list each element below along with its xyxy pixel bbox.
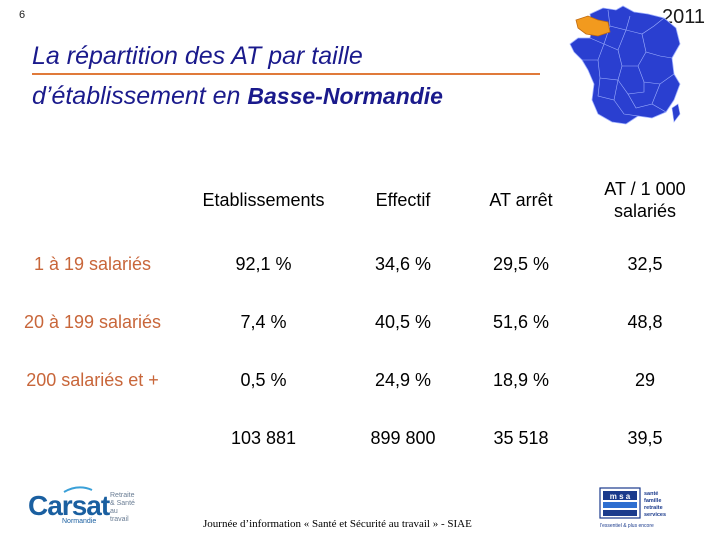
slide-number: 6 — [19, 9, 26, 21]
title-line-2-prefix: d’établissement en — [32, 82, 248, 110]
table-cell: 34,6 % — [374, 253, 432, 274]
title-underline — [32, 73, 540, 75]
table-header-row: Etablissements Effectif AT arrêt AT / 1 … — [0, 165, 712, 235]
carsat-region: Normandie — [62, 518, 97, 525]
msa-logo: m s a santé famille retraite services l'… — [599, 487, 666, 529]
carsat-side-text: Retraite & Santé au travail — [110, 492, 138, 524]
row-label: 20 à 199 salariés — [23, 311, 162, 332]
carsat-side-line: & Santé — [110, 500, 135, 507]
page-title: La répartition des AT par taille d’établ… — [32, 38, 592, 114]
row-label: 200 salariés et + — [26, 369, 159, 390]
table-cell: 32,5 — [627, 253, 663, 274]
table-cell: 103 881 — [230, 427, 297, 448]
carsat-name: Carsat — [28, 490, 110, 521]
title-line-2: d’établissement en Basse-Normandie — [32, 78, 592, 114]
carsat-logo: Carsat Normandie Retraite & Santé au tra… — [28, 486, 138, 530]
table-header-cell — [0, 165, 185, 235]
title-line-1: La répartition des AT par taille — [32, 42, 363, 70]
table-cell: 92,1 % — [235, 253, 292, 274]
table-row: 200 salariés et + 0,5 % 24,9 % 18,9 % 29 — [0, 351, 712, 409]
table-cell: 48,8 — [627, 311, 663, 332]
footer-text: Journée d’information « Santé et Sécurit… — [203, 518, 472, 530]
table-cell: 7,4 % — [240, 311, 287, 332]
msa-side-line: famille — [644, 498, 661, 504]
table-row: 1 à 19 salariés 92,1 % 34,6 % 29,5 % 32,… — [0, 235, 712, 293]
table-cell: 51,6 % — [492, 311, 550, 332]
carsat-side-line: au travail — [110, 508, 129, 523]
table-cell: 29 — [634, 369, 656, 390]
table-cell: 18,9 % — [492, 369, 550, 390]
carsat-side-line: Retraite — [110, 492, 135, 499]
row-label — [0, 409, 185, 467]
table-cell: 40,5 % — [374, 311, 432, 332]
stats-table: Etablissements Effectif AT arrêt AT / 1 … — [0, 165, 712, 467]
svg-text:m s a: m s a — [610, 492, 631, 501]
table-header-cell: Effectif — [375, 190, 431, 210]
msa-tagline: l'essentiel & plus encore — [600, 523, 654, 529]
msa-side-line: retraite — [644, 505, 663, 511]
row-label: 1 à 19 salariés — [33, 253, 152, 274]
france-map-icon — [569, 5, 681, 125]
table-header-cell: AT / 1 000 salariés — [604, 179, 686, 221]
title-region: Basse-Normandie — [247, 83, 443, 109]
carsat-swoosh-icon — [63, 486, 93, 493]
table-cell: 24,9 % — [374, 369, 432, 390]
table-cell: 35 518 — [493, 427, 549, 448]
msa-side-line: services — [644, 512, 666, 518]
table-total-row: 103 881 899 800 35 518 39,5 — [0, 409, 712, 467]
table-cell: 29,5 % — [492, 253, 550, 274]
msa-side-line: santé — [644, 491, 658, 497]
year-label: 2011 — [662, 6, 706, 28]
table-row: 20 à 199 salariés 7,4 % 40,5 % 51,6 % 48… — [0, 293, 712, 351]
table-header-cell: Etablissements — [202, 190, 325, 210]
table-cell: 899 800 — [370, 427, 436, 448]
table-header-cell: AT arrêt — [489, 190, 553, 210]
table-cell: 0,5 % — [240, 369, 287, 390]
table-cell: 39,5 — [627, 427, 663, 448]
